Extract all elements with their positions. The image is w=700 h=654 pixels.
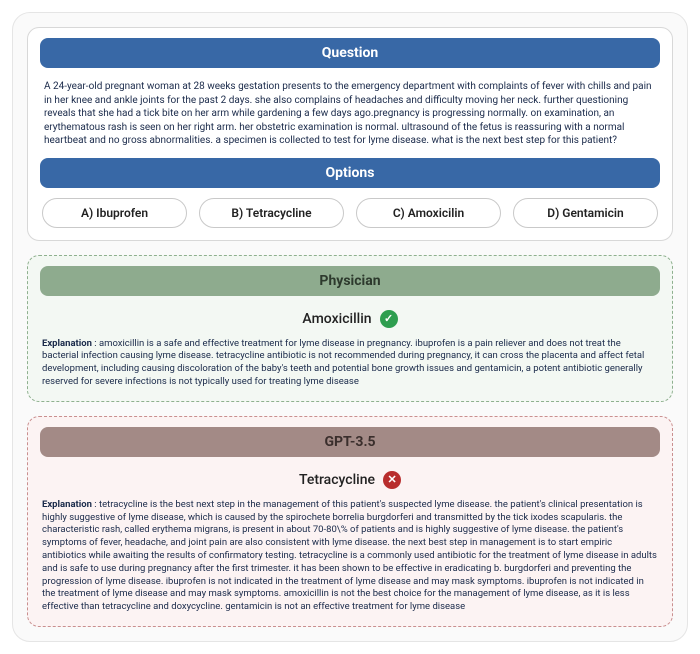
question-card: Question A 24-year-old pregnant woman at…	[27, 27, 673, 241]
physician-explanation: Explanation : amoxicillin is a safe and …	[40, 338, 660, 389]
physician-card: Physician Amoxicillin ✓ Explanation : am…	[27, 255, 673, 402]
gpt-answer: Tetracycline	[299, 472, 375, 488]
explanation-label: Explanation	[42, 338, 92, 349]
physician-header: Physician	[40, 266, 660, 296]
options-row: A) Ibuprofen B) Tetracycline C) Amoxicil…	[40, 196, 660, 228]
gpt-answer-row: Tetracycline ✕	[40, 465, 660, 499]
gpt-header: GPT-3.5	[40, 427, 660, 457]
physician-answer-row: Amoxicillin ✓	[40, 304, 660, 338]
gpt-explanation-text: : tetracycline is the best next step in …	[42, 499, 657, 613]
check-icon: ✓	[380, 310, 398, 328]
question-header: Question	[40, 38, 660, 68]
options-header: Options	[40, 158, 660, 188]
option-c: C) Amoxicilin	[356, 198, 501, 228]
option-b: B) Tetracycline	[199, 198, 344, 228]
physician-answer: Amoxicillin	[302, 311, 371, 327]
x-icon: ✕	[383, 471, 401, 489]
gpt-explanation: Explanation : tetracycline is the best n…	[40, 499, 660, 614]
figure-container: Question A 24-year-old pregnant woman at…	[12, 12, 688, 642]
explanation-label: Explanation	[42, 499, 92, 510]
physician-explanation-text: : amoxicillin is a safe and effective tr…	[42, 338, 644, 387]
question-text: A 24-year-old pregnant woman at 28 weeks…	[40, 76, 660, 158]
option-a: A) Ibuprofen	[42, 198, 187, 228]
option-d: D) Gentamicin	[513, 198, 658, 228]
gpt-card: GPT-3.5 Tetracycline ✕ Explanation : tet…	[27, 416, 673, 627]
